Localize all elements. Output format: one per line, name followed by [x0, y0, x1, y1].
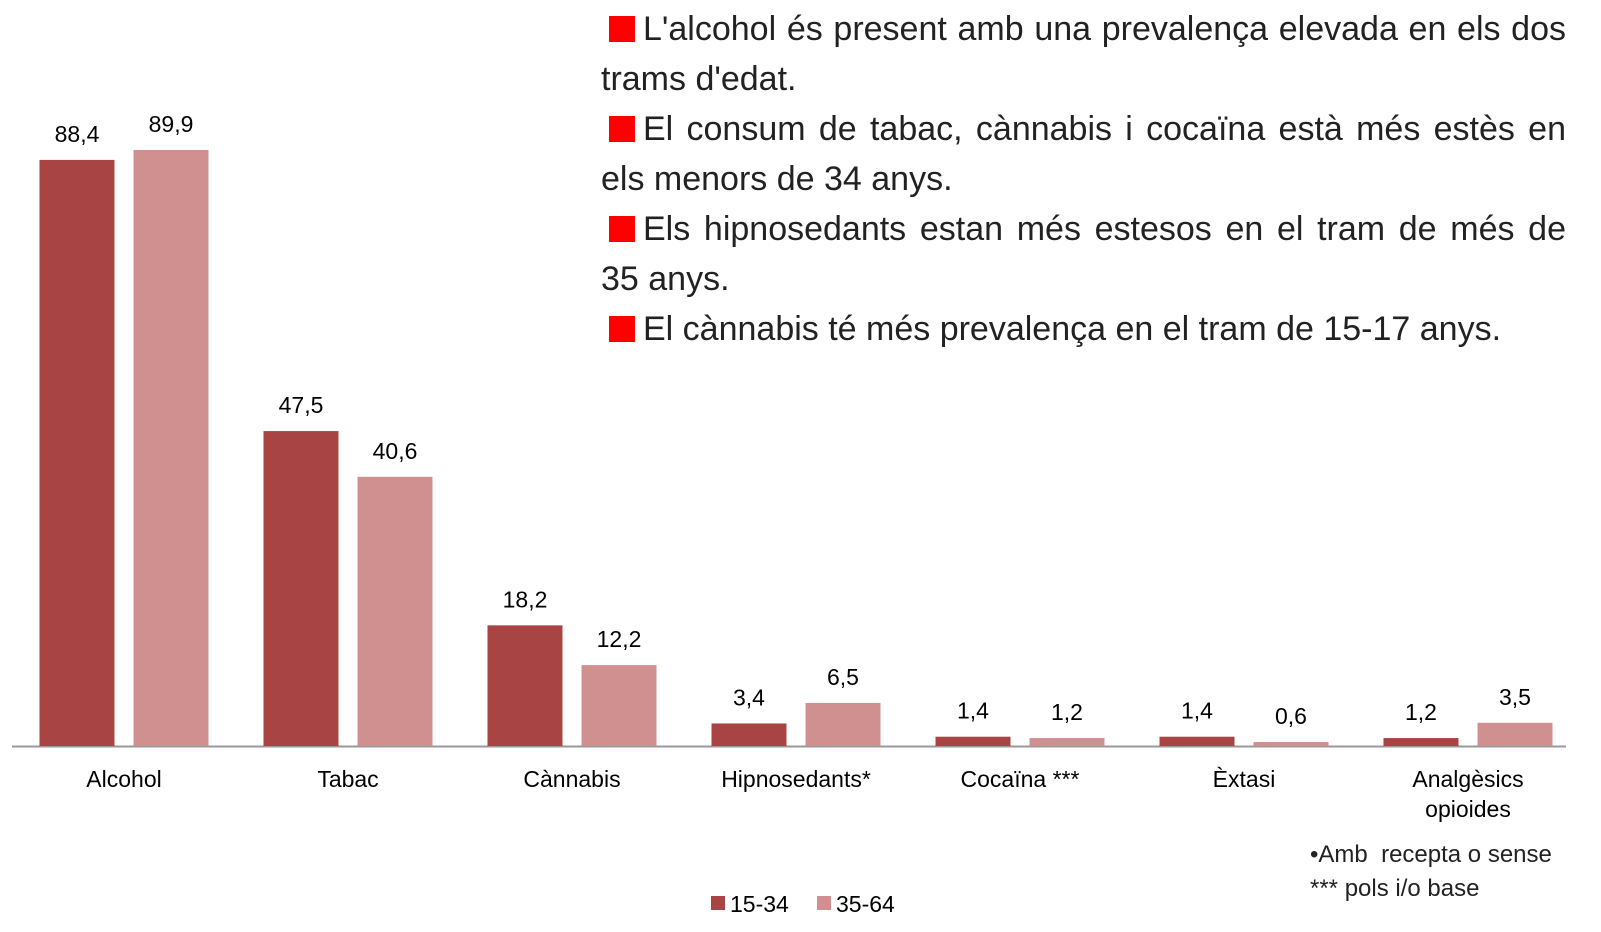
data-label: 88,4 [55, 121, 100, 147]
data-label: 3,5 [1499, 684, 1531, 710]
data-label: 1,2 [1051, 699, 1083, 725]
bar [133, 149, 209, 746]
annotation-text: L'alcohol és present amb una prevalença … [601, 10, 1566, 98]
footnote: *** pols i/o base [1310, 875, 1480, 902]
bar [1383, 738, 1459, 746]
annotation: El cànnabis té més prevalença en el tram… [601, 304, 1566, 354]
bar [1159, 736, 1235, 746]
data-label: 1,2 [1405, 699, 1437, 725]
data-label: 6,5 [827, 664, 859, 690]
legend-swatch [817, 896, 831, 910]
bar [935, 736, 1011, 746]
bullet [609, 316, 635, 342]
data-label: 18,2 [503, 586, 548, 612]
annotation: L'alcohol és present amb una prevalença … [601, 4, 1566, 104]
bullet [609, 216, 635, 242]
data-label: 0,6 [1275, 703, 1307, 729]
annotation-text: Els hipnosedants estan més estesos en el… [601, 210, 1566, 298]
x-tick-label: Cocaïna *** [960, 766, 1080, 792]
bar [357, 476, 433, 746]
data-label: 47,5 [279, 392, 324, 418]
annotations: L'alcohol és present amb una prevalença … [601, 4, 1566, 354]
bar [1029, 738, 1105, 746]
data-label: 1,4 [957, 698, 989, 724]
data-label: 1,4 [1181, 698, 1213, 724]
x-tick-label: Hipnosedants* [721, 766, 871, 792]
bullet [609, 16, 635, 42]
x-tick-label: Cànnabis [523, 766, 621, 792]
footnote: •Amb recepta o sense [1310, 841, 1552, 868]
bullet [609, 116, 635, 142]
bar [263, 431, 339, 746]
x-tick-label: Èxtasi [1212, 766, 1276, 792]
bar [1477, 722, 1553, 746]
data-label: 12,2 [597, 626, 642, 652]
footnotes: •Amb recepta o sense *** pols i/o base [1310, 838, 1552, 906]
bar [1253, 742, 1329, 746]
annotation-text: El consum de tabac, cànnabis i cocaïna e… [601, 110, 1566, 198]
annotation: El consum de tabac, cànnabis i cocaïna e… [601, 104, 1566, 204]
x-tick-label: Alcohol [86, 766, 162, 792]
legend-swatch [711, 896, 725, 910]
x-tick-label: Analgèsics opioides [1412, 766, 1524, 822]
bar [805, 702, 881, 746]
annotation: Els hipnosedants estan més estesos en el… [601, 204, 1566, 304]
legend-label: 35-64 [836, 891, 895, 917]
bar [487, 625, 563, 746]
data-label: 40,6 [373, 438, 418, 464]
bar [711, 723, 787, 746]
annotation-text: El cànnabis té més prevalença en el tram… [643, 310, 1502, 348]
data-label: 3,4 [733, 684, 765, 710]
data-label: 89,9 [149, 111, 194, 137]
bar [581, 665, 657, 746]
bar [39, 159, 115, 746]
legend-label: 15-34 [730, 891, 789, 917]
x-tick-label: Tabac [317, 766, 379, 792]
